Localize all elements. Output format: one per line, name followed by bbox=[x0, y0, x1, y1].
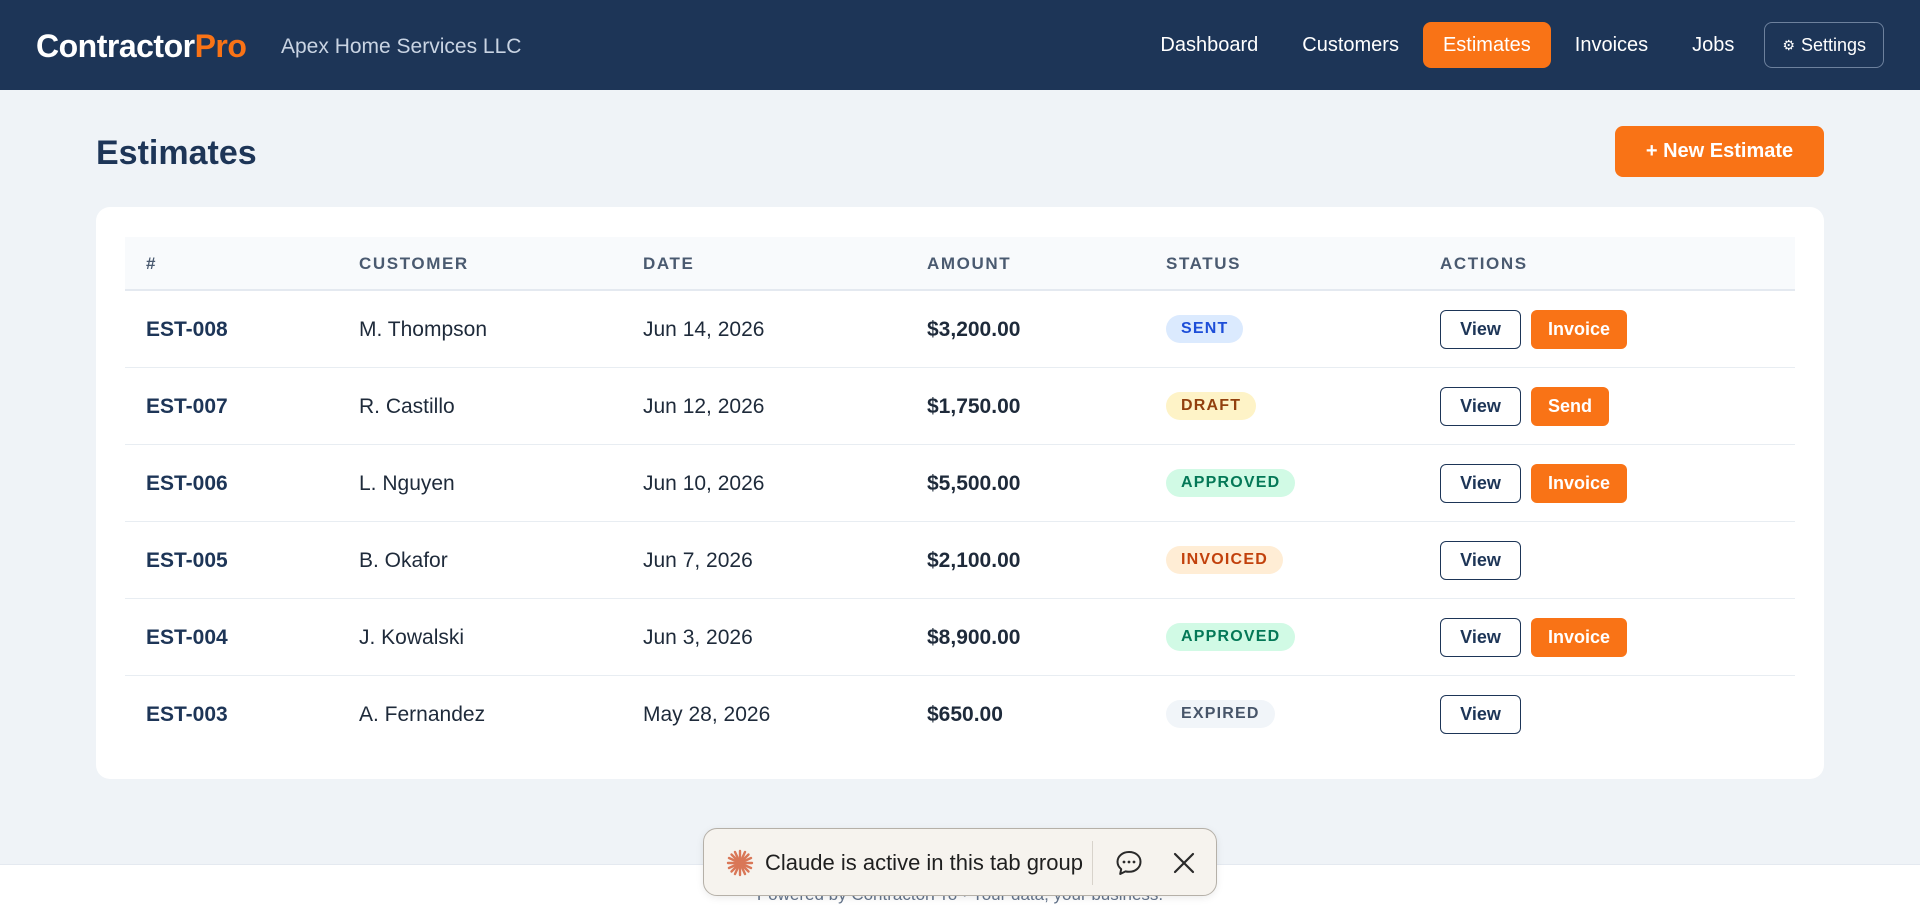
estimates-table-card: # Customer Date Amount Status Actions ES… bbox=[96, 207, 1824, 779]
row-actions: View Invoice bbox=[1440, 464, 1628, 503]
view-button[interactable]: View bbox=[1440, 695, 1521, 734]
table-row: EST-008 M. Thompson Jun 14, 2026 $3,200.… bbox=[125, 291, 1795, 368]
status-badge: SENT bbox=[1166, 315, 1244, 343]
customer-name: R. Castillo bbox=[359, 395, 455, 418]
view-button[interactable]: View bbox=[1440, 387, 1521, 426]
customer-name: B. Okafor bbox=[359, 549, 448, 572]
customer-name: A. Fernandez bbox=[359, 703, 486, 726]
row-actions: View Invoice bbox=[1440, 310, 1628, 349]
status-badge: APPROVED bbox=[1166, 469, 1296, 497]
status-badge: APPROVED bbox=[1166, 623, 1296, 651]
claude-status-text: Claude is active in this tab group bbox=[765, 850, 1083, 875]
divider bbox=[1092, 841, 1093, 885]
estimate-amount: $8,900.00 bbox=[927, 626, 1021, 649]
invoice-button[interactable]: Invoice bbox=[1531, 310, 1628, 349]
invoice-button[interactable]: Invoice bbox=[1531, 618, 1628, 657]
brand-accent-text: Pro bbox=[194, 28, 247, 64]
estimate-date: Jun 3, 2026 bbox=[643, 626, 753, 649]
view-button[interactable]: View bbox=[1440, 618, 1521, 657]
estimate-date: Jun 7, 2026 bbox=[643, 549, 753, 572]
send-button[interactable]: Send bbox=[1531, 387, 1610, 426]
estimate-amount: $1,750.00 bbox=[927, 395, 1021, 418]
new-estimate-button[interactable]: + New Estimate bbox=[1615, 126, 1824, 177]
estimate-id[interactable]: EST-005 bbox=[146, 549, 228, 572]
settings-button[interactable]: ⚙ Settings bbox=[1764, 22, 1884, 68]
company-name: Apex Home Services LLC bbox=[281, 35, 522, 58]
row-actions: View Invoice bbox=[1440, 618, 1628, 657]
status-badge: DRAFT bbox=[1166, 392, 1257, 420]
page-title: Estimates bbox=[96, 134, 257, 172]
status-badge: EXPIRED bbox=[1166, 700, 1275, 728]
nav-customers[interactable]: Customers bbox=[1302, 34, 1399, 56]
top-navigation-bar: ContractorPro Apex Home Services LLC Das… bbox=[0, 0, 1920, 90]
table-row: EST-004 J. Kowalski Jun 3, 2026 $8,900.0… bbox=[125, 599, 1795, 676]
table-row: EST-006 L. Nguyen Jun 10, 2026 $5,500.00… bbox=[125, 445, 1795, 522]
table-header: # Customer Date Amount Status Actions bbox=[125, 237, 1795, 291]
settings-label: Settings bbox=[1800, 34, 1866, 55]
brand-primary-text: Contractor bbox=[36, 28, 195, 64]
nav-dashboard[interactable]: Dashboard bbox=[1160, 34, 1259, 56]
nav-estimates[interactable]: Estimates bbox=[1422, 22, 1551, 68]
view-button[interactable]: View bbox=[1440, 541, 1521, 580]
estimate-id[interactable]: EST-006 bbox=[146, 472, 228, 495]
column-header-actions: Actions bbox=[1440, 254, 1528, 273]
status-badge: INVOICED bbox=[1166, 546, 1283, 574]
estimate-date: Jun 10, 2026 bbox=[643, 472, 765, 495]
row-actions: View bbox=[1440, 695, 1521, 734]
estimate-amount: $650.00 bbox=[927, 703, 1003, 726]
gear-icon: ⚙ bbox=[1782, 36, 1795, 53]
estimate-id[interactable]: EST-003 bbox=[146, 703, 228, 726]
customer-name: L. Nguyen bbox=[359, 472, 455, 495]
row-actions: View Send bbox=[1440, 387, 1610, 426]
estimate-id[interactable]: EST-007 bbox=[146, 395, 228, 418]
chat-bubble-icon[interactable] bbox=[1114, 848, 1144, 878]
estimate-id[interactable]: EST-008 bbox=[146, 318, 228, 341]
main-nav: Dashboard Customers Estimates Invoices J… bbox=[1136, 22, 1884, 68]
brand-logo[interactable]: ContractorPro bbox=[36, 28, 247, 64]
column-header-customer: Customer bbox=[359, 254, 469, 273]
table-row: EST-005 B. Okafor Jun 7, 2026 $2,100.00 … bbox=[125, 522, 1795, 599]
column-header-number: # bbox=[146, 254, 158, 273]
customer-name: M. Thompson bbox=[359, 318, 487, 341]
nav-invoices[interactable]: Invoices bbox=[1574, 34, 1649, 56]
estimate-date: May 28, 2026 bbox=[643, 703, 771, 726]
view-button[interactable]: View bbox=[1440, 464, 1521, 503]
estimate-amount: $2,100.00 bbox=[927, 549, 1021, 572]
estimate-amount: $3,200.00 bbox=[927, 318, 1021, 341]
table-row: EST-007 R. Castillo Jun 12, 2026 $1,750.… bbox=[125, 368, 1795, 445]
column-header-amount: Amount bbox=[927, 254, 1012, 273]
estimate-date: Jun 12, 2026 bbox=[643, 395, 765, 418]
nav-jobs[interactable]: Jobs bbox=[1692, 34, 1735, 56]
column-header-date: Date bbox=[643, 254, 695, 273]
view-button[interactable]: View bbox=[1440, 310, 1521, 349]
claude-star-icon bbox=[726, 849, 754, 877]
row-actions: View bbox=[1440, 541, 1521, 580]
close-icon[interactable] bbox=[1171, 850, 1197, 876]
invoice-button[interactable]: Invoice bbox=[1531, 464, 1628, 503]
table-row: EST-003 A. Fernandez May 28, 2026 $650.0… bbox=[125, 676, 1795, 753]
estimate-id[interactable]: EST-004 bbox=[146, 626, 228, 649]
customer-name: J. Kowalski bbox=[359, 626, 465, 649]
claude-active-banner: Claude is active in this tab group bbox=[703, 828, 1217, 896]
estimate-amount: $5,500.00 bbox=[927, 472, 1021, 495]
estimate-date: Jun 14, 2026 bbox=[643, 318, 765, 341]
column-header-status: Status bbox=[1166, 254, 1242, 273]
